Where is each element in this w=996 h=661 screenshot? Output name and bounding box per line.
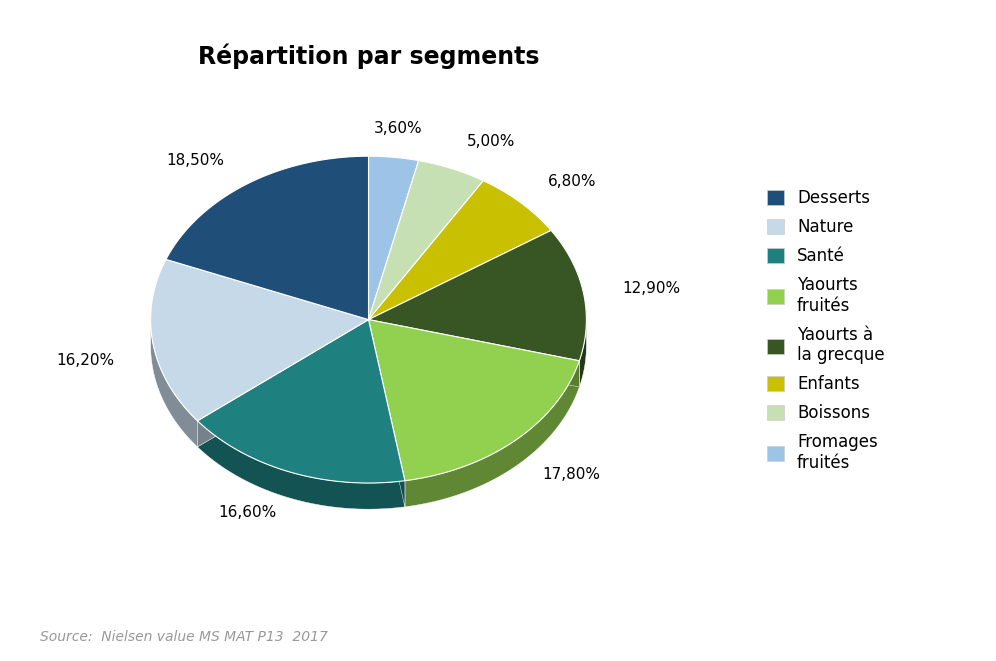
Text: 5,00%: 5,00%	[467, 134, 516, 149]
Text: 12,90%: 12,90%	[622, 281, 680, 296]
Polygon shape	[369, 320, 580, 387]
Polygon shape	[405, 361, 580, 507]
Polygon shape	[369, 156, 418, 320]
Text: 18,50%: 18,50%	[166, 153, 224, 168]
Polygon shape	[369, 320, 405, 507]
Polygon shape	[369, 320, 405, 507]
Polygon shape	[197, 320, 369, 447]
Polygon shape	[369, 320, 580, 481]
Legend: Desserts, Nature, Santé, Yaourts
fruités, Yaourts à
la grecque, Enfants, Boisson: Desserts, Nature, Santé, Yaourts fruités…	[760, 182, 891, 479]
Polygon shape	[166, 156, 369, 320]
Text: Source:  Nielsen value MS MAT P13  2017: Source: Nielsen value MS MAT P13 2017	[40, 630, 328, 644]
Polygon shape	[197, 320, 405, 483]
Text: 6,80%: 6,80%	[548, 175, 597, 189]
Polygon shape	[197, 421, 405, 509]
Text: 3,60%: 3,60%	[374, 120, 422, 136]
Text: 17,80%: 17,80%	[542, 467, 601, 483]
Polygon shape	[369, 180, 551, 320]
Text: 16,20%: 16,20%	[56, 353, 115, 368]
Polygon shape	[197, 320, 369, 447]
Polygon shape	[369, 231, 587, 361]
Polygon shape	[150, 322, 197, 447]
Text: Répartition par segments: Répartition par segments	[198, 44, 539, 69]
Polygon shape	[369, 161, 483, 320]
Text: 16,60%: 16,60%	[218, 505, 276, 520]
Polygon shape	[580, 320, 587, 387]
Polygon shape	[150, 259, 369, 421]
Polygon shape	[369, 320, 580, 387]
